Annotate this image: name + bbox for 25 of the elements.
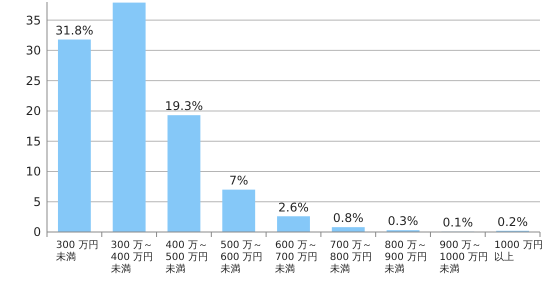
data-label: 7%	[229, 174, 248, 188]
data-label: 0.1%	[442, 215, 474, 230]
y-tick-label: 25	[26, 74, 41, 88]
y-tick-label: 10	[26, 164, 41, 179]
y-tick-label: 20	[26, 104, 41, 118]
x-tick-label: 800 万～900 万円未満	[384, 240, 427, 275]
y-tick-label: 0	[33, 225, 41, 240]
y-tick-label: 30	[26, 44, 41, 58]
data-label: 0.2%	[497, 214, 528, 229]
x-tick-label: 700 万～800 万円未満	[330, 240, 372, 275]
y-tick-label: 15	[26, 134, 41, 148]
data-label: 19.3%	[164, 99, 204, 114]
data-label: 0.8%	[333, 211, 364, 226]
x-tick-label: 300 万～400 万円未満	[110, 240, 154, 275]
data-label: 2.6%	[278, 200, 309, 214]
data-label: 31.8%	[55, 24, 94, 38]
x-tick-label: 400 万～500 万円未満	[166, 240, 208, 275]
data-label: 0.3%	[388, 214, 418, 228]
x-tick-label: 900 万～1000 万円未満	[439, 240, 488, 275]
x-tick-label: 300 万円未満	[56, 240, 98, 263]
x-tick-label: 1000 万円以上	[494, 240, 543, 263]
y-tick-label: 5	[33, 194, 41, 209]
x-tick-label: 600 万～700 万円未満	[275, 240, 318, 275]
y-tick-label: 35	[26, 13, 41, 28]
x-tick-label: 500 万～600 万円未満	[220, 240, 263, 275]
